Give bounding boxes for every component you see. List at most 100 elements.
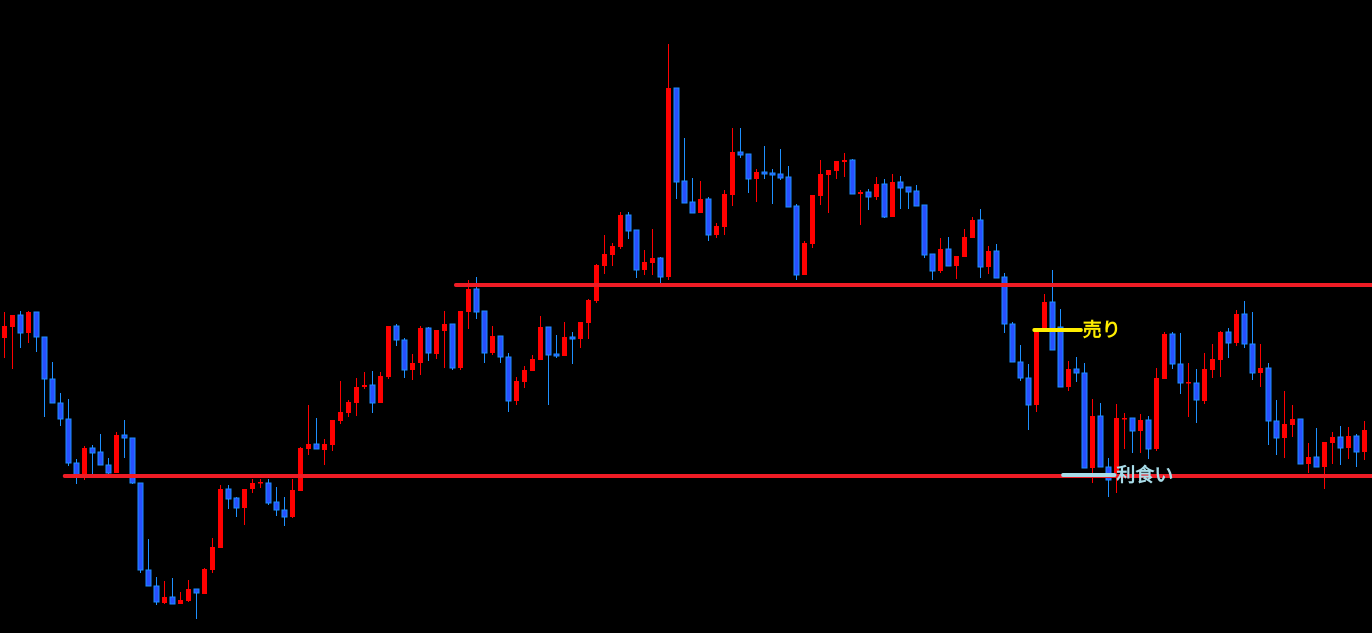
candle-body [826, 170, 831, 175]
candle-body [1330, 437, 1335, 443]
candle-body [137, 482, 144, 571]
candle-up [666, 44, 671, 280]
candle-body [522, 370, 527, 382]
candle-body [1290, 419, 1295, 425]
candle-body [1322, 442, 1327, 467]
candle-body [1186, 382, 1191, 384]
candle-body [1145, 419, 1152, 450]
candle-body [10, 315, 15, 327]
candle-down [1177, 333, 1184, 394]
candle-down [905, 186, 912, 209]
candle-up [714, 223, 719, 238]
candle-body [322, 444, 327, 450]
candle-body [178, 600, 183, 604]
candle-body [386, 326, 391, 377]
candle-down [193, 588, 200, 619]
candle-down [1337, 426, 1344, 465]
candle-body [210, 547, 215, 570]
candle-up [826, 170, 831, 213]
candle-up [346, 400, 351, 417]
candle-up [1234, 310, 1239, 346]
candle-down [393, 324, 400, 346]
candle-body [258, 482, 263, 484]
candle-body [945, 248, 952, 267]
candle-up [578, 322, 583, 348]
candle-down [153, 577, 160, 605]
candle-body [114, 435, 119, 473]
candle-up [1258, 344, 1263, 387]
candle-down [505, 353, 512, 412]
candle-body [977, 219, 984, 268]
candle-body [1066, 369, 1071, 387]
candle-body [938, 249, 943, 271]
candle-body [874, 184, 879, 197]
candle-body [1313, 456, 1320, 468]
candle-up [354, 378, 359, 416]
candle-down [1313, 428, 1320, 468]
candle-body [449, 323, 456, 369]
candle-body [1122, 418, 1127, 420]
candle-down [41, 336, 48, 417]
candle-down [913, 185, 920, 207]
candle-body [1353, 435, 1360, 453]
candle-up [250, 479, 255, 493]
candle-down [233, 497, 240, 517]
candle-body [1282, 424, 1287, 438]
candle-body [777, 173, 784, 179]
candle-body [714, 226, 719, 235]
candle-body [298, 448, 303, 491]
candle-down [1353, 434, 1360, 467]
candle-up [1154, 368, 1159, 451]
candle-down [1169, 332, 1176, 369]
candle-down [449, 323, 456, 370]
candle-up [1210, 344, 1215, 378]
candle-up [586, 299, 591, 339]
candle-body [769, 172, 776, 176]
candle-down [145, 539, 152, 587]
candle-down [1249, 312, 1256, 380]
candle-body [970, 220, 975, 238]
candle-body [1154, 378, 1159, 449]
candle-body [265, 482, 272, 504]
candle-body [362, 385, 367, 387]
candle-up [306, 405, 311, 455]
candle-up [386, 326, 391, 379]
candle-up [698, 181, 703, 213]
candle-up [10, 315, 15, 369]
candle-body [1073, 368, 1080, 374]
candle-up [378, 372, 383, 403]
candle-up [330, 420, 335, 451]
candle-down [897, 176, 904, 209]
candle-body [842, 160, 847, 162]
candle-up [610, 243, 615, 266]
candle-down [777, 149, 784, 180]
take-profit-label: 利食い [1116, 464, 1174, 486]
candle-down [1049, 270, 1056, 351]
candle-up [1306, 443, 1311, 473]
candle-body [193, 588, 200, 594]
candle-down [737, 128, 744, 158]
candle-up [1162, 332, 1167, 379]
candle-body [1162, 334, 1167, 379]
candle-body [1273, 420, 1280, 439]
candle-body [569, 336, 576, 340]
candle-body [1258, 368, 1263, 373]
candle-up [418, 326, 423, 375]
candle-body [650, 258, 655, 263]
candle-down [945, 237, 952, 267]
candle-body [1034, 331, 1039, 405]
candle-down [849, 159, 856, 195]
candle-body [865, 191, 872, 198]
candle-down [1081, 363, 1088, 469]
candle-body [202, 569, 207, 594]
candle-body [418, 328, 423, 363]
candle-down [769, 169, 776, 204]
candle-up [818, 160, 823, 205]
sell-label: 売り [1082, 319, 1121, 341]
candle-up [1066, 361, 1071, 391]
candle-down [1225, 328, 1232, 358]
candle-body [586, 300, 591, 323]
candle-up [802, 241, 807, 275]
candle-body [858, 192, 863, 194]
candle-down [57, 393, 64, 426]
